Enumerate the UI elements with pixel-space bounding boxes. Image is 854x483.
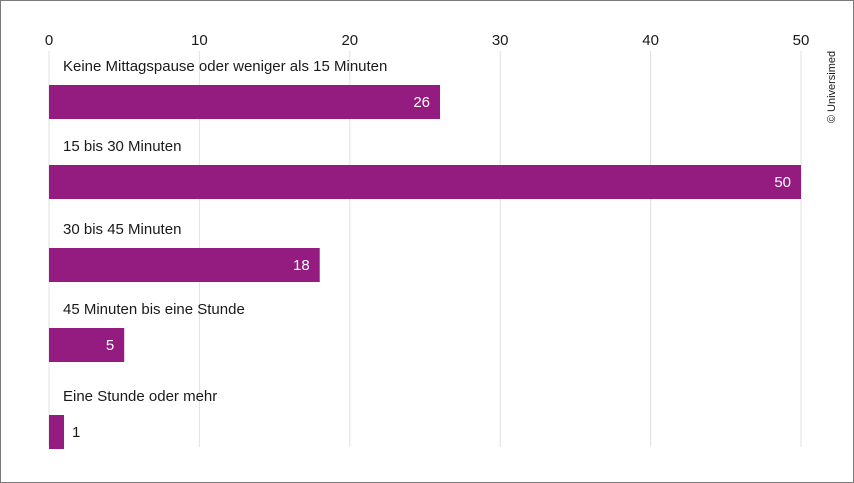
data-label: 1 (72, 424, 80, 441)
credit-text: © Universimed (826, 51, 838, 123)
x-tick-label: 10 (191, 32, 208, 49)
data-label: 18 (293, 257, 310, 274)
bar (49, 165, 801, 199)
bar (49, 415, 65, 449)
data-label: 5 (106, 337, 114, 354)
x-tick-label: 0 (45, 32, 53, 49)
x-tick-label: 20 (341, 32, 358, 49)
bar (49, 85, 441, 119)
data-label: 26 (413, 94, 430, 111)
category-label: Eine Stunde oder mehr (63, 388, 217, 405)
category-label: 15 bis 30 Minuten (63, 138, 181, 155)
category-label: 45 Minuten bis eine Stunde (63, 301, 245, 318)
x-tick-label: 40 (642, 32, 659, 49)
bar (49, 328, 125, 362)
bar (49, 248, 320, 282)
x-tick-label: 30 (492, 32, 509, 49)
x-tick-label: 50 (793, 32, 810, 49)
data-label: 50 (774, 174, 791, 191)
category-label: Keine Mittagspause oder weniger als 15 M… (63, 58, 387, 75)
category-label: 30 bis 45 Minuten (63, 221, 181, 238)
